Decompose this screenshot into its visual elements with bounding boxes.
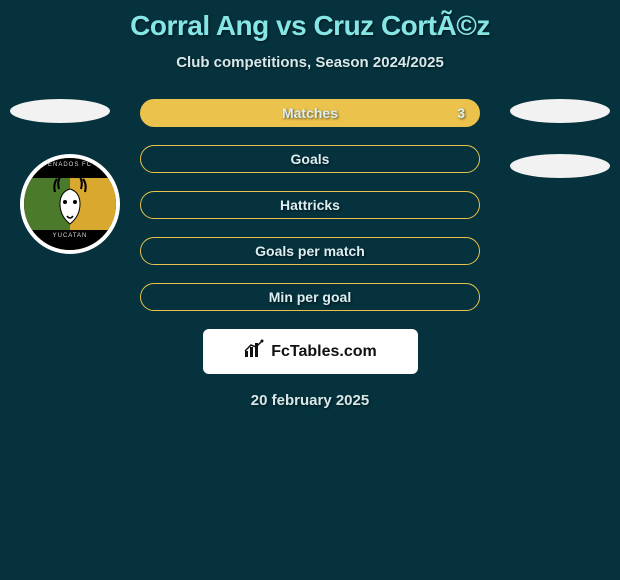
player-right-placeholder-1 xyxy=(510,99,610,123)
stat-pill-hattricks: Hattricks xyxy=(140,191,480,219)
stat-pill-goals-per-match: Goals per match xyxy=(140,237,480,265)
badge-bottom-text: YUCATAN xyxy=(24,230,116,250)
deer-icon xyxy=(45,174,95,234)
stat-pill-min-per-goal: Min per goal xyxy=(140,283,480,311)
content-area: ENADOS FC YUCATAN Matches 3 Goals Hattr xyxy=(0,99,620,409)
stat-pills: Matches 3 Goals Hattricks Goals per matc… xyxy=(140,99,480,311)
footer-date: 20 february 2025 xyxy=(0,392,620,409)
stat-label: Matches xyxy=(282,105,338,121)
stat-label: Hattricks xyxy=(280,197,340,213)
page-subtitle: Club competitions, Season 2024/2025 xyxy=(0,54,620,71)
footer-brand-text: FcTables.com xyxy=(271,343,377,361)
stat-label: Goals xyxy=(291,151,330,167)
chart-icon xyxy=(243,339,265,364)
player-right-placeholder-2 xyxy=(510,154,610,178)
stat-pill-matches: Matches 3 xyxy=(140,99,480,127)
page-title: Corral Ang vs Cruz CortÃ©z xyxy=(0,0,620,42)
footer-brand[interactable]: FcTables.com xyxy=(203,329,418,374)
stat-pill-goals: Goals xyxy=(140,145,480,173)
player-left-placeholder xyxy=(10,99,110,123)
stat-label: Goals per match xyxy=(255,243,365,259)
team-badge-circle: ENADOS FC YUCATAN xyxy=(20,154,120,254)
stat-label: Min per goal xyxy=(269,289,351,305)
team-badge: ENADOS FC YUCATAN xyxy=(20,154,120,254)
stat-value: 3 xyxy=(457,100,465,126)
